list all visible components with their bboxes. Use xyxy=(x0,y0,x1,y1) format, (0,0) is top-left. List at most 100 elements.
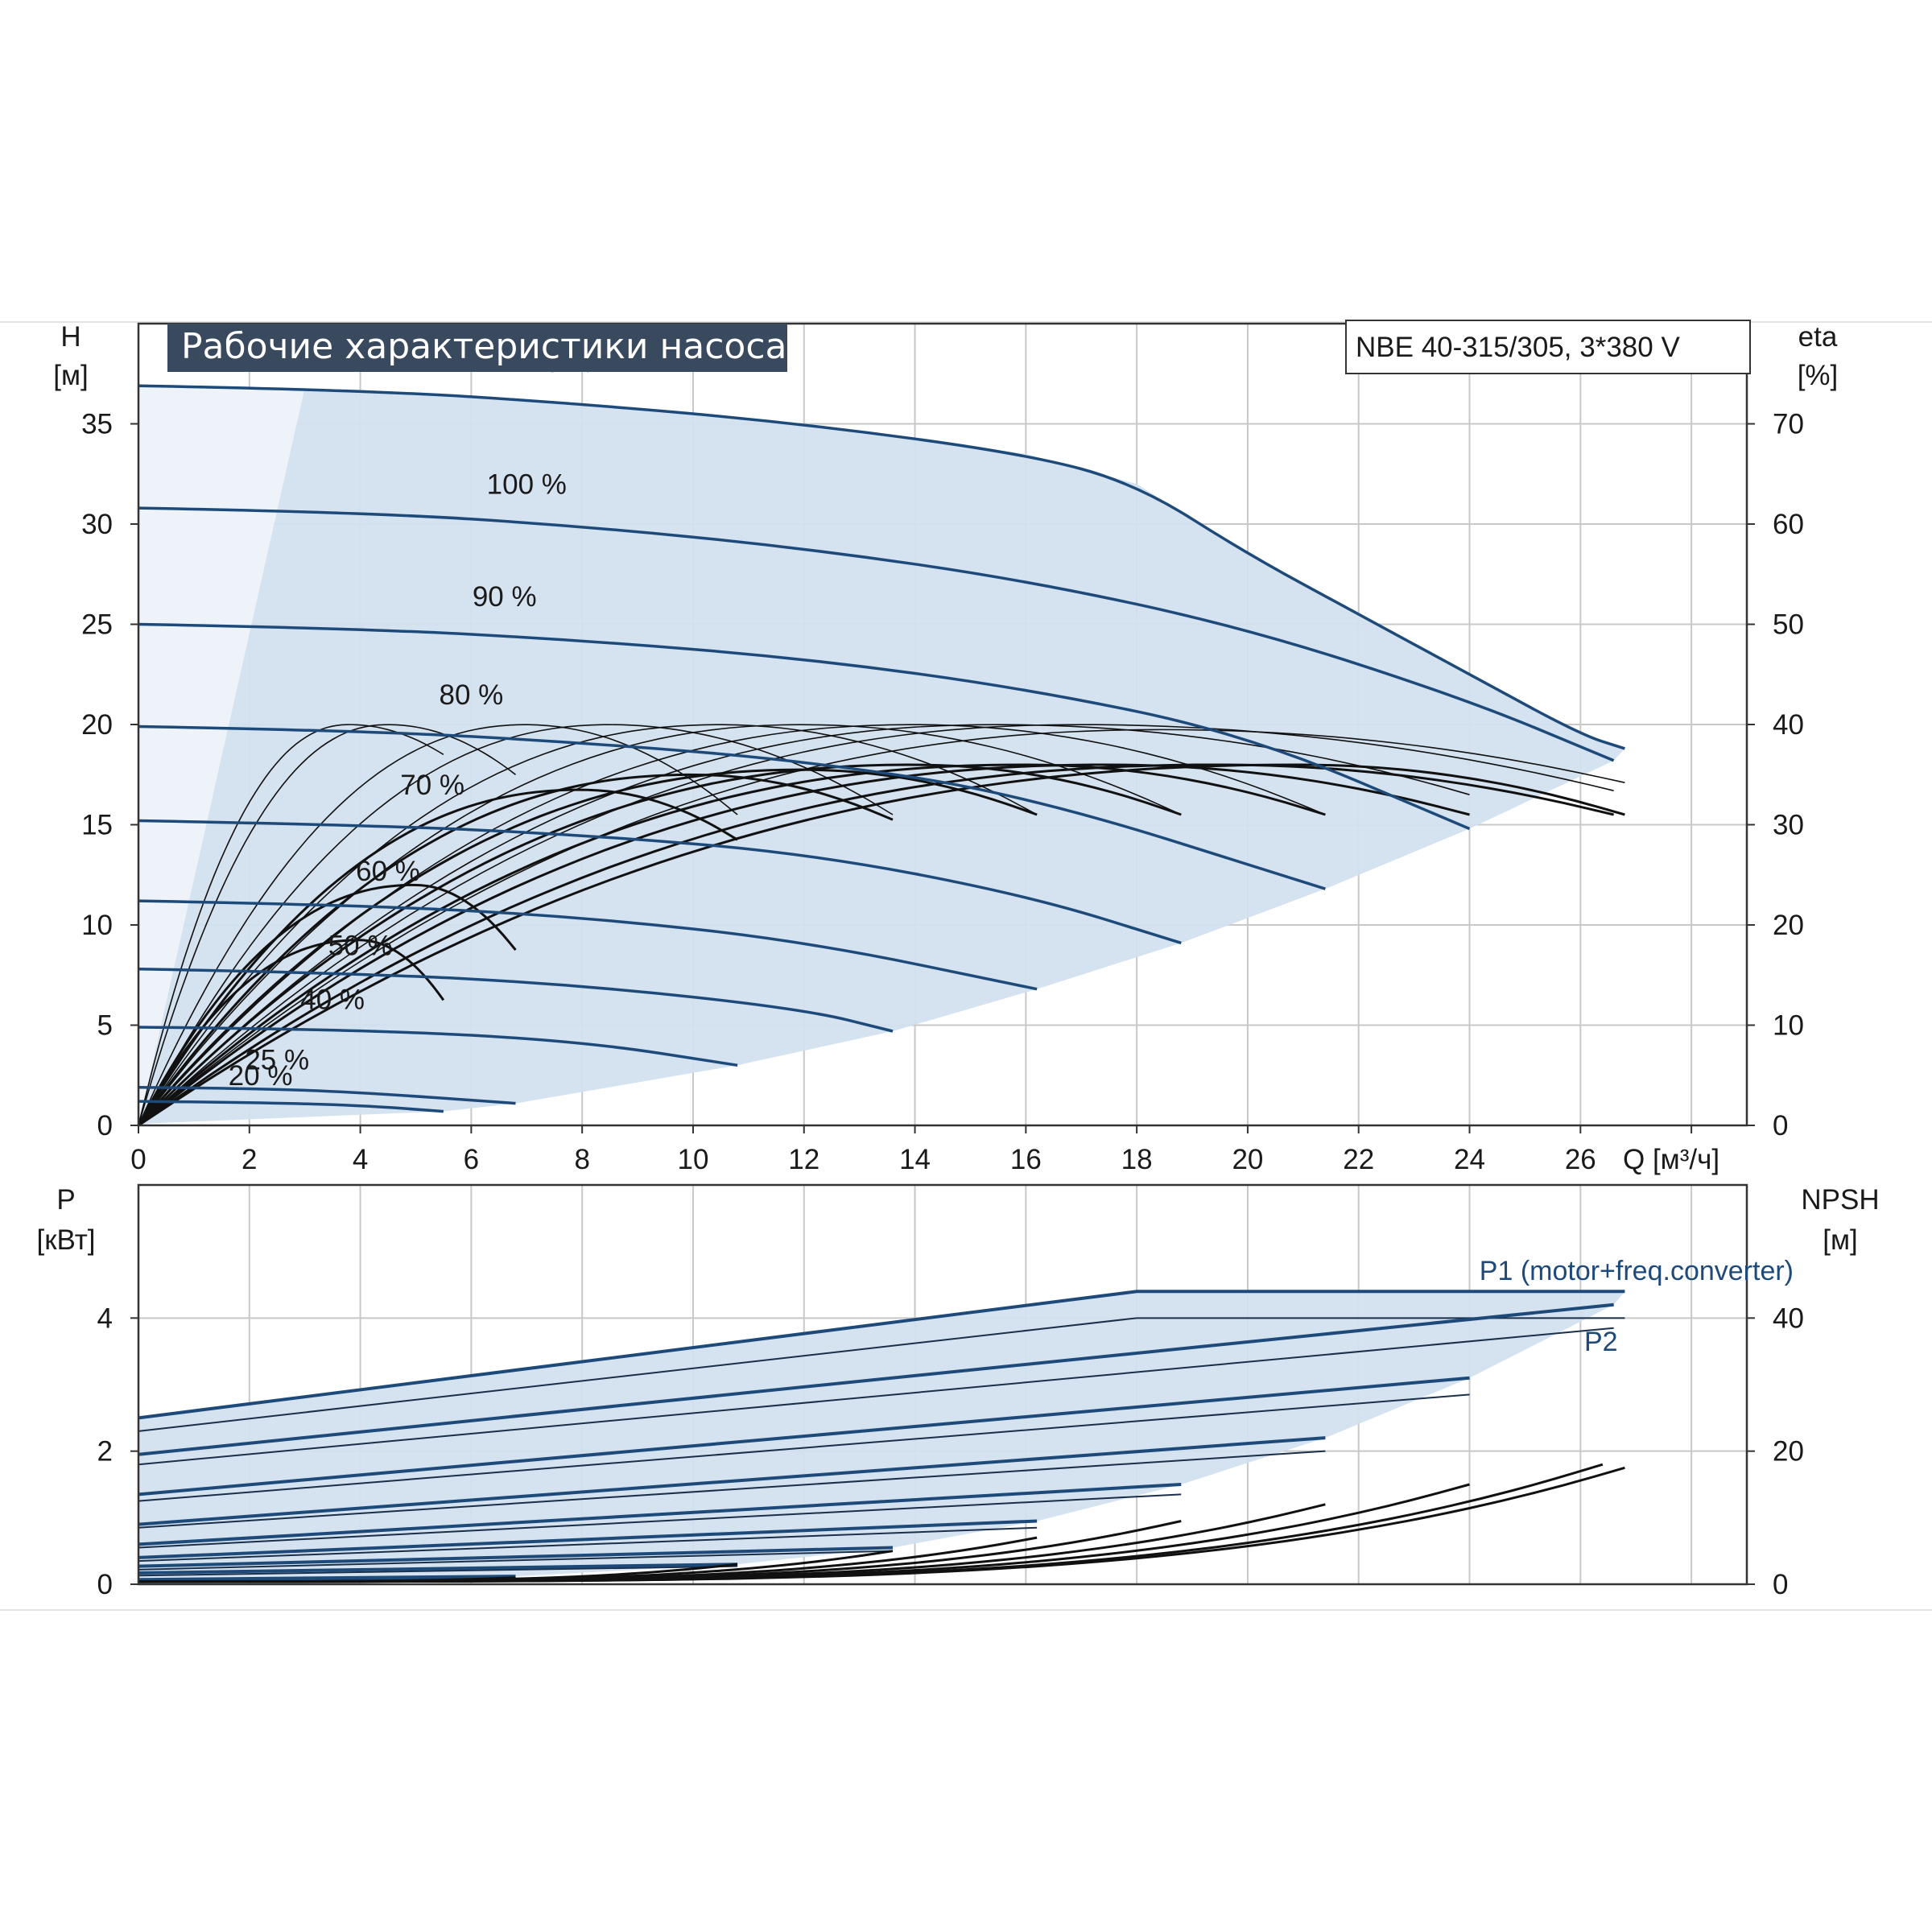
power-axis-unit: [кВт] xyxy=(37,1224,96,1256)
npsh-curves xyxy=(138,1463,1625,1583)
x-tick-label-1: 2 xyxy=(242,1144,257,1175)
y2-tick-label-6: 60 xyxy=(1773,509,1804,540)
x-tick-label-5: 10 xyxy=(677,1144,708,1175)
head-curve-3 xyxy=(138,724,1326,890)
p1-curve-7 xyxy=(138,1563,738,1575)
y-tick-label-2: 10 xyxy=(81,910,113,941)
head-curve-8 xyxy=(138,1085,516,1105)
x-tick-label-13: 26 xyxy=(1565,1144,1596,1175)
head-curve-4 xyxy=(138,819,1182,945)
x-tick-label-3: 6 xyxy=(464,1144,479,1175)
p2-curve-3 xyxy=(138,1450,1326,1529)
npsh-curve-9 xyxy=(138,1579,444,1583)
x-tick-label-8: 16 xyxy=(1010,1144,1042,1175)
power-axis-label: P xyxy=(56,1184,75,1216)
head-curve-7 xyxy=(138,1026,738,1067)
x-tick-label-11: 22 xyxy=(1343,1144,1374,1175)
eta-curve-6 xyxy=(138,724,894,1126)
eta-curve-4 xyxy=(138,724,1182,1126)
p-tick-label-1: 2 xyxy=(97,1436,113,1468)
eta-curve-2 xyxy=(138,724,1470,1126)
p1-curves xyxy=(138,1290,1625,1583)
chart-title: Рабочие характеристики насоса xyxy=(181,326,786,367)
p2-curves xyxy=(138,1317,1625,1583)
npsh-axis-unit: [м] xyxy=(1823,1224,1858,1256)
speed-label-9: 20 % xyxy=(229,1060,293,1092)
power-operating-area xyxy=(138,1291,1625,1584)
p2-curve-4 xyxy=(138,1493,1182,1549)
power-area-polygon xyxy=(138,1291,1625,1584)
speed-label-6: 50 % xyxy=(328,930,393,961)
y2-tick-label-4: 40 xyxy=(1773,709,1804,741)
p2-curve-2 xyxy=(138,1393,1470,1502)
y2-tick-label-0: 0 xyxy=(1773,1110,1788,1141)
speed-label-3: 80 % xyxy=(439,679,503,711)
head-curve-9 xyxy=(138,1100,444,1113)
speed-label-2: 90 % xyxy=(473,581,537,613)
eta-curve-0 xyxy=(138,729,1625,1126)
eta-total-curve-0 xyxy=(138,763,1625,1127)
speed-label-1: 100 % xyxy=(487,469,567,501)
x-tick-label-4: 8 xyxy=(574,1144,589,1175)
p1-series-label: P1 (motor+freq.converter) xyxy=(1480,1256,1794,1286)
npsh-tick-label-2: 40 xyxy=(1773,1302,1804,1334)
p1-curve-5 xyxy=(138,1519,1038,1559)
y2-tick-label-2: 20 xyxy=(1773,910,1804,941)
eta-total-curve-9 xyxy=(137,939,445,1126)
eta-curve-1 xyxy=(138,724,1614,1126)
y-tick-label-1: 5 xyxy=(97,1010,113,1042)
eta-total-curve-1 xyxy=(138,763,1614,1127)
head-curve-1 xyxy=(138,506,1615,762)
eta-curve-9 xyxy=(138,724,444,1126)
x-tick-label-9: 18 xyxy=(1121,1144,1153,1175)
p2-curve-1 xyxy=(138,1327,1614,1466)
x-axis-label: Q [м³/ч] xyxy=(1623,1144,1719,1175)
x-tick-label-12: 24 xyxy=(1454,1144,1485,1175)
y-tick-label-5: 25 xyxy=(81,609,113,641)
p1-curve-3 xyxy=(138,1436,1326,1526)
head-area-light-wedge xyxy=(138,386,305,1125)
y2-tick-label-3: 30 xyxy=(1773,810,1804,841)
head-operating-area xyxy=(138,386,1625,1125)
eta-total-curve-6 xyxy=(137,773,894,1126)
y-axis-label: H xyxy=(60,321,80,353)
y-tick-label-6: 30 xyxy=(81,509,113,540)
y-tick-label-0: 0 xyxy=(97,1110,113,1141)
y-tick-label-7: 35 xyxy=(81,409,113,440)
lower-plot-frame xyxy=(137,1183,1748,1586)
upper-axis-ticks: 0 2 4 6 8 10 12 14 16 18 20 22 24 2605101520253035010… xyxy=(81,409,1804,1176)
p1-curve-6 xyxy=(138,1546,894,1568)
p1-curve-2 xyxy=(138,1376,1470,1496)
x-tick-label-10: 20 xyxy=(1232,1144,1263,1175)
model-box xyxy=(1345,320,1751,374)
head-curves xyxy=(138,384,1625,1113)
p2-curve-6 xyxy=(138,1550,894,1571)
eta-total-curve-3 xyxy=(138,763,1326,1127)
head-area-polygon xyxy=(138,386,1625,1125)
p-tick-label-2: 4 xyxy=(97,1302,113,1334)
head-curve-5 xyxy=(138,899,1038,991)
p1-curve-0 xyxy=(138,1290,1625,1420)
y-tick-label-3: 15 xyxy=(81,810,113,841)
npsh-axis-label: NPSH xyxy=(1801,1184,1879,1216)
p2-curve-0 xyxy=(138,1317,1625,1432)
y2-axis-unit: [%] xyxy=(1798,360,1839,391)
head-curve-2 xyxy=(138,622,1471,831)
title-banner xyxy=(167,324,787,372)
eta-curve-5 xyxy=(138,724,1038,1126)
speed-label-5: 60 % xyxy=(356,856,420,887)
p1-curve-8 xyxy=(138,1575,516,1582)
eta-total-curve-7 xyxy=(137,788,738,1126)
x-tick-label-7: 14 xyxy=(899,1144,931,1175)
y-axis-unit: [м] xyxy=(53,360,89,391)
p2-series-label: P2 xyxy=(1584,1327,1618,1357)
p-tick-label-0: 0 xyxy=(97,1569,113,1600)
y2-tick-label-5: 50 xyxy=(1773,609,1804,641)
x-tick-label-2: 4 xyxy=(353,1144,368,1175)
y2-tick-label-1: 10 xyxy=(1773,1010,1804,1042)
model-label: NBE 40-315/305, 3*380 V xyxy=(1356,332,1680,363)
y2-tick-label-7: 70 xyxy=(1773,409,1804,440)
p1-curve-1 xyxy=(138,1302,1614,1456)
